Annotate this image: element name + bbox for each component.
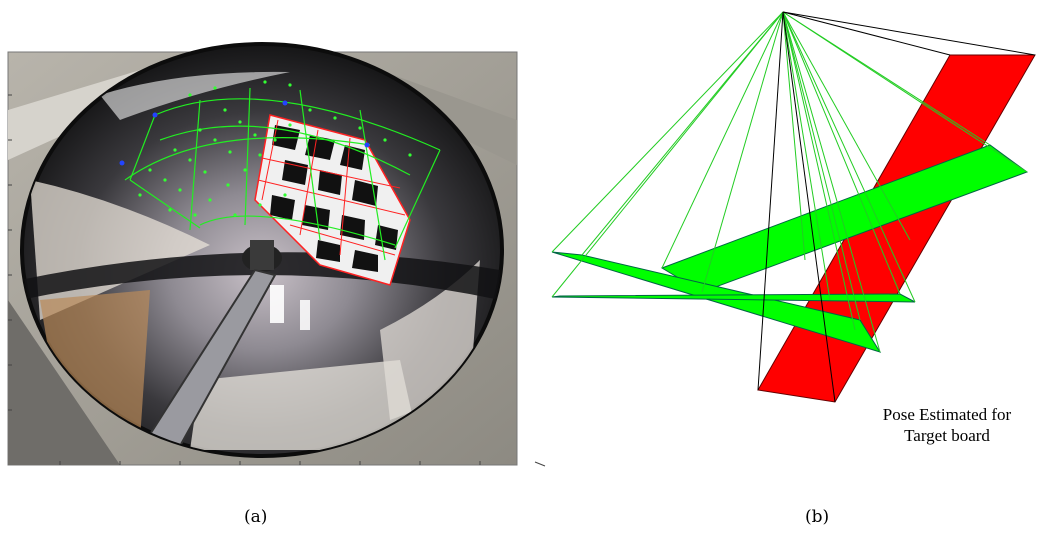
caption-a: (a)	[244, 507, 268, 527]
pose-estimated-label: Pose Estimated for Target board	[862, 404, 1032, 446]
detected-grid-green	[124, 87, 441, 261]
panel-b-pose-view	[534, 11, 1036, 467]
pose-label-line1: Pose Estimated for	[882, 405, 1012, 424]
caption-b: (b)	[805, 507, 830, 527]
projection-rays-green	[551, 11, 1028, 353]
panel-a-mirror-photo	[7, 42, 518, 466]
grid-anchor-points	[119, 100, 370, 166]
pose-label-line2: Target board	[904, 426, 990, 445]
projection-rays-black	[757, 11, 1036, 403]
frame-ticks	[8, 94, 481, 465]
axis-stub	[534, 461, 546, 467]
mirror-sphere	[20, 42, 504, 458]
grid-corner-points	[138, 80, 412, 217]
